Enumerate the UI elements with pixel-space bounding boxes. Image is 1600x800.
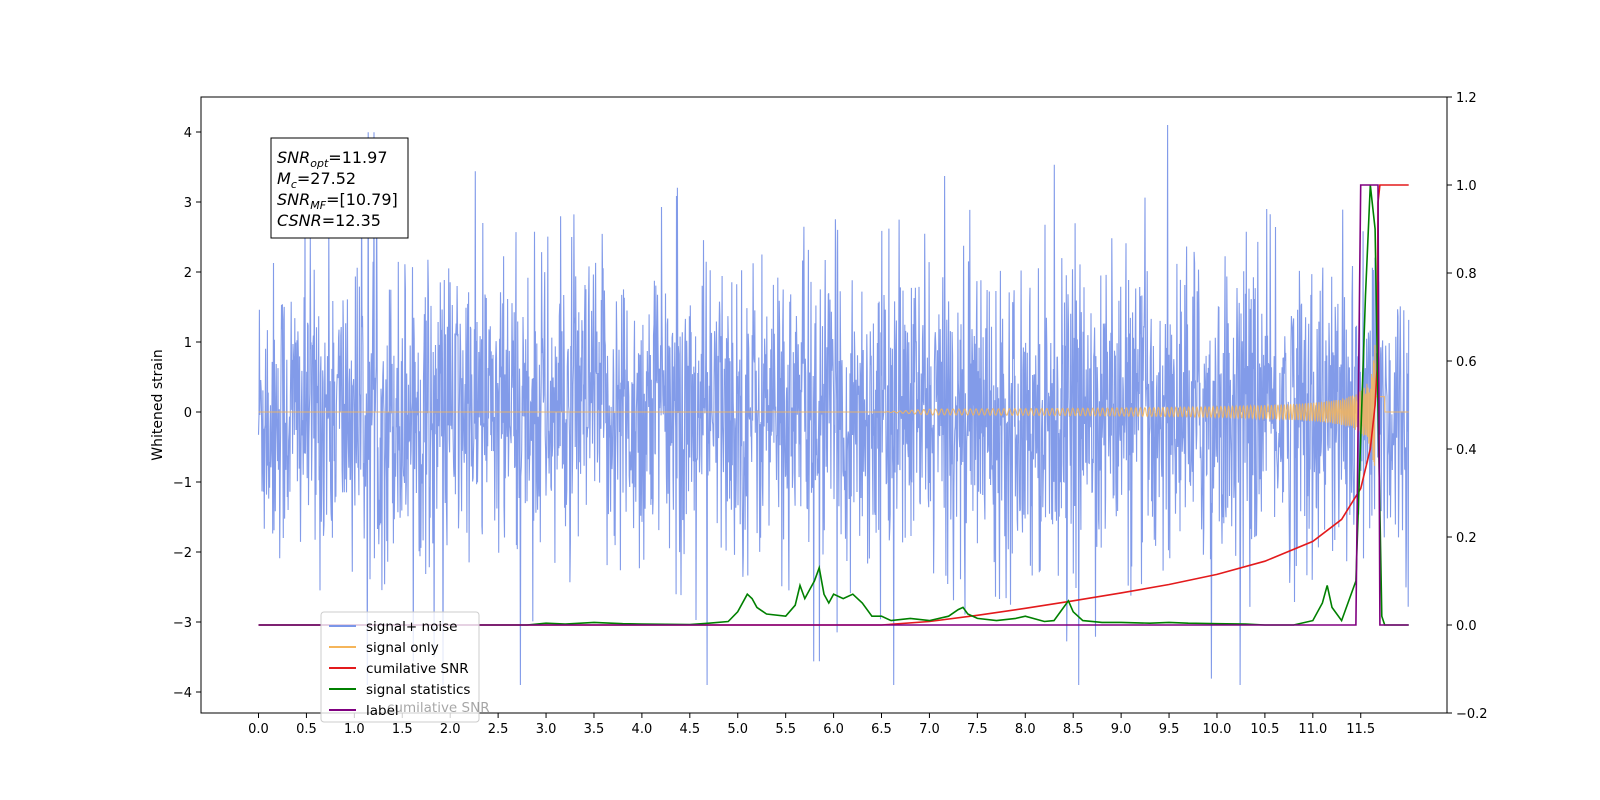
x-tick-label: 1.0 [344, 722, 365, 737]
x-tick-label: 7.5 [967, 722, 988, 737]
x-tick-label: 1.5 [392, 722, 413, 737]
legend-label: label [366, 703, 399, 719]
series-signal-noise [257, 124, 1410, 686]
x-tick-label: 6.0 [823, 722, 844, 737]
legend-label: signal+ noise [366, 619, 457, 635]
x-tick-label: 0.5 [296, 722, 317, 737]
x-tick-label: 9.5 [1159, 722, 1180, 737]
x-tick-label: 2.0 [440, 722, 461, 737]
x-tick-label: 8.5 [1063, 722, 1084, 737]
x-tick-label: 11.5 [1346, 722, 1375, 737]
x-tick-label: 7.0 [919, 722, 940, 737]
x-tick-label: 2.5 [488, 722, 509, 737]
y-tick-label: 4 [184, 126, 192, 141]
y2-tick-label: 0.0 [1456, 619, 1477, 634]
y2-tick-label: 0.8 [1456, 267, 1477, 282]
y2-tick-label: 0.6 [1456, 355, 1477, 370]
x-tick-label: 4.0 [632, 722, 653, 737]
legend-hidden-text: cumilative SNR [387, 700, 490, 716]
x-axis: 0.0 0.5 1.0 1.5 2.0 2.5 3.0 3.5 4.0 4.5 5.0 5.5 6.0 6… [248, 713, 1375, 737]
annotation-line: CSNR=12.35 [277, 211, 381, 230]
y2-tick-label: 0.4 [1456, 443, 1477, 458]
y-tick-label: 0 [184, 406, 192, 421]
legend-label: signal only [366, 640, 439, 656]
y-tick-label: −1 [173, 476, 192, 491]
y2-tick-label: 1.2 [1456, 91, 1477, 106]
y-tick-label: −3 [173, 616, 192, 631]
x-tick-label: 4.5 [679, 722, 700, 737]
series-label [258, 184, 1409, 626]
y2-tick-label: 1.0 [1456, 179, 1477, 194]
annotation-box: SNRopt=11.97Mc=27.52SNRMF=[10.79]CSNR=12… [270, 137, 409, 239]
y-tick-label: −4 [173, 686, 192, 701]
x-tick-label: 11.0 [1298, 722, 1327, 737]
annotation-line: Mc=27.52 [277, 169, 356, 191]
y-tick-label: 1 [184, 336, 192, 351]
annotation-line: SNRopt=11.97 [277, 148, 388, 170]
x-tick-label: 9.0 [1111, 722, 1132, 737]
y-tick-label: 2 [184, 266, 192, 281]
x-tick-label: 10.0 [1202, 722, 1231, 737]
y-tick-label: 3 [184, 196, 192, 211]
legend-label: signal statistics [366, 682, 470, 698]
y-axis-title: Whitened strain [150, 349, 166, 460]
y-axis-right: 1.2 1.0 0.8 0.6 0.4 0.2 0.0 −0.2 [1447, 91, 1488, 722]
y2-tick-label: −0.2 [1456, 707, 1488, 722]
x-tick-label: 5.5 [775, 722, 796, 737]
plot-frame [200, 96, 1448, 714]
plot-data [257, 124, 1410, 686]
series-signal-statistics [258, 184, 1409, 626]
y2-tick-label: 0.2 [1456, 531, 1477, 546]
x-tick-label: 8.0 [1015, 722, 1036, 737]
x-tick-label: 0.0 [248, 722, 269, 737]
x-tick-label: 3.5 [584, 722, 605, 737]
series-signal-only [258, 344, 1409, 466]
x-tick-label: 3.0 [536, 722, 557, 737]
y-tick-label: −2 [173, 546, 192, 561]
legend-label: cumilative SNR [366, 661, 469, 677]
x-tick-label: 10.5 [1250, 722, 1279, 737]
x-tick-label: 5.0 [727, 722, 748, 737]
annotation-line: SNRMF=[10.79] [277, 190, 398, 212]
y-axis-left: 4 3 2 1 0 −1 −2 −3 −4 [173, 126, 201, 701]
legend: cumilative SNR signal+ noise signal only c… [320, 611, 490, 723]
x-tick-label: 6.5 [871, 722, 892, 737]
